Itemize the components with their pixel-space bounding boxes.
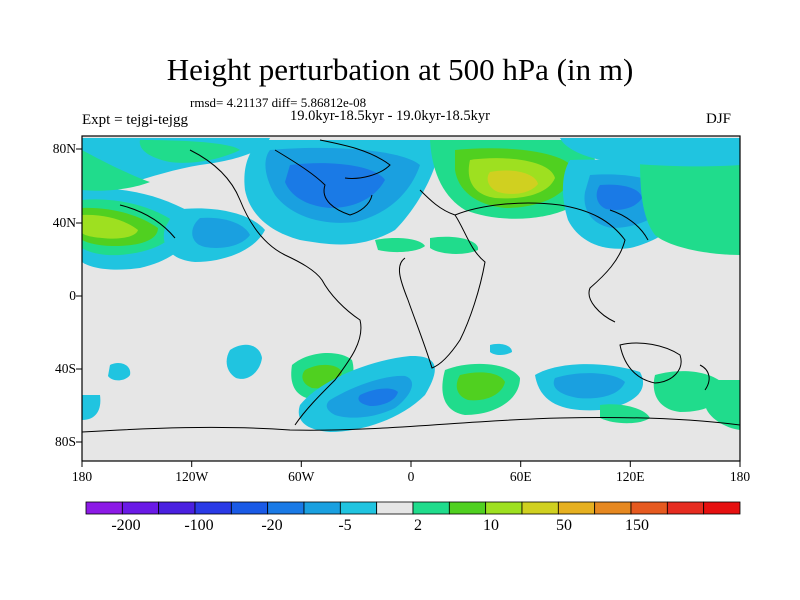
colorbar-swatch	[666, 501, 705, 515]
lon-tick-120w: 120W	[175, 469, 209, 484]
colorbar	[85, 501, 741, 515]
lat-tick-0: 0	[69, 288, 76, 303]
height-field	[82, 138, 740, 432]
lat-tick-80n: 80N	[52, 141, 76, 156]
rmsd-stats: rmsd= 4.21137 diff= 5.86812e-08	[190, 95, 367, 110]
colorbar-label-50: 50	[556, 517, 572, 534]
lat-tick-40s: 40S	[54, 361, 76, 376]
colorbar-label-m100: -100	[184, 517, 214, 534]
colorbar-swatch	[630, 501, 668, 515]
coastlines	[82, 139, 740, 433]
colorbar-swatch	[230, 501, 269, 515]
colorbar-swatch	[557, 501, 596, 515]
colorbar-swatch	[485, 501, 523, 515]
colorbar-swatch	[267, 501, 305, 515]
lon-tick-marks	[81, 461, 741, 467]
season-label: DJF	[706, 111, 732, 127]
experiment-label: Expt = tejgi-tejgg	[82, 112, 188, 128]
colorbar-label-m5: -5	[338, 517, 352, 534]
lon-tick-180e: 180	[729, 469, 751, 484]
lat-tick-40n: 40N	[52, 215, 76, 230]
colorbar-swatch	[121, 501, 160, 515]
colorbar-swatch	[339, 501, 378, 515]
colorbar-swatch	[448, 501, 487, 515]
colorbar-label-150: 150	[625, 517, 649, 534]
colorbar-label-10: 10	[483, 517, 499, 534]
colorbar-swatch	[521, 501, 559, 515]
colorbar-label-m20: -20	[261, 517, 283, 534]
period-label: 19.0kyr-18.5kyr - 19.0kyr-18.5kyr	[290, 108, 490, 124]
colorbar-swatch	[158, 501, 196, 515]
colorbar-swatch	[194, 501, 232, 515]
colorbar-swatch	[85, 501, 123, 515]
colorbar-label-2: 2	[414, 517, 422, 534]
colorbar-swatch	[376, 501, 414, 515]
lat-tick-marks	[76, 148, 82, 443]
colorbar-swatch	[594, 501, 632, 515]
colorbar-swatch	[303, 501, 341, 515]
map-title: Height perturbation at 500 hPa (in m)	[166, 52, 634, 87]
colorbar-swatch	[412, 501, 450, 515]
colorbar-label-m200: -200	[111, 517, 141, 534]
lon-tick-120e: 120E	[616, 469, 645, 484]
lat-tick-80s: 80S	[54, 434, 76, 449]
colorbar-swatch	[703, 501, 741, 515]
lon-tick-60e: 60E	[509, 469, 532, 484]
lon-tick-0: 0	[407, 469, 415, 484]
lon-tick-180w: 180	[71, 469, 93, 484]
lon-tick-60w: 60W	[288, 469, 315, 484]
